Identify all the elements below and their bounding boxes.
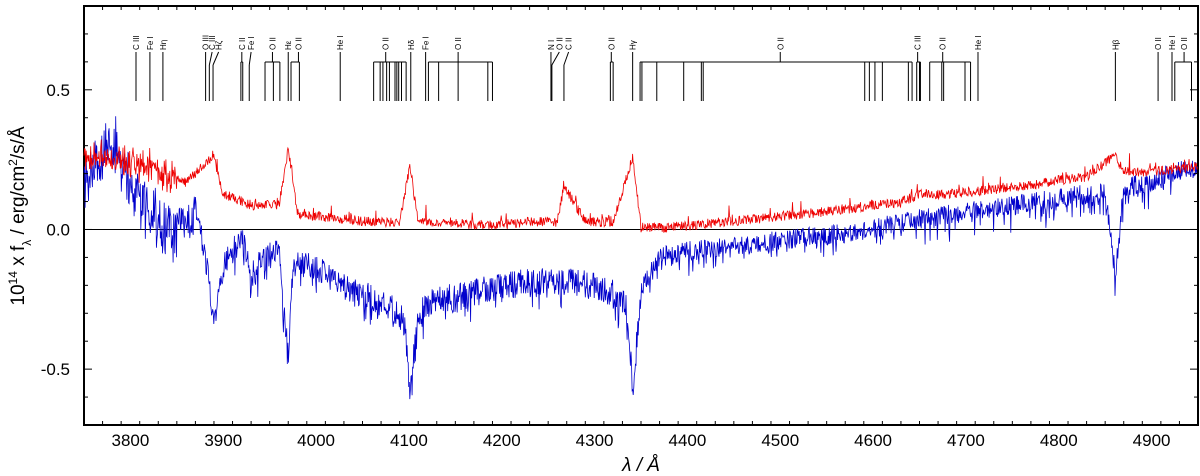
line-id-marker: O II bbox=[373, 37, 407, 101]
line-id-label: O II bbox=[776, 37, 785, 50]
line-id-label: C III bbox=[914, 35, 923, 50]
line-id-label: C III bbox=[132, 35, 141, 50]
line-id-label: O II bbox=[1154, 37, 1163, 50]
y-label-mid: x f bbox=[8, 245, 29, 271]
line-id-marker: He I bbox=[974, 35, 983, 101]
x-tick-label: 4600 bbox=[854, 431, 892, 450]
plot-frame bbox=[83, 5, 1199, 426]
line-id-label: N I bbox=[547, 40, 556, 50]
line-id-marker: C II bbox=[563, 38, 574, 101]
x-tick-label: 4700 bbox=[947, 431, 985, 450]
line-id-marker: Fe I bbox=[247, 36, 256, 101]
line-id-leader bbox=[208, 51, 213, 66]
y-label-prefix: 10 bbox=[8, 284, 29, 305]
line-id-label: O II bbox=[294, 37, 303, 50]
line-id-label: He I bbox=[974, 35, 983, 50]
y-label-exp1: 14 bbox=[6, 271, 20, 285]
line-id-label: O II bbox=[454, 37, 463, 50]
line-id-label: He I bbox=[336, 35, 345, 50]
line-id-label: Fe I bbox=[247, 36, 256, 50]
y-axis: 0.5 0.0 -0.5 bbox=[41, 5, 1198, 426]
x-tick-label: 4100 bbox=[390, 431, 428, 450]
y-tick-label: -0.5 bbox=[41, 360, 70, 379]
x-tick-label: 4300 bbox=[576, 431, 614, 450]
line-id-label: Hγ bbox=[629, 40, 638, 50]
line-id-marker: C III bbox=[132, 35, 141, 101]
line-id-label: Hε bbox=[284, 40, 293, 50]
line-id-marker: O II bbox=[607, 37, 616, 101]
y-label-sub: λ bbox=[20, 240, 34, 246]
line-id-label: Fe I bbox=[146, 36, 155, 50]
y-label-tail: /s/Å bbox=[8, 126, 29, 159]
line-id-label: O II bbox=[269, 37, 278, 50]
line-id-label: O II bbox=[939, 37, 948, 50]
line-id-marker: N I bbox=[547, 40, 556, 101]
x-tick-label: 4900 bbox=[1133, 431, 1171, 450]
line-id-marker: O II bbox=[264, 37, 281, 101]
x-tick-label: 4000 bbox=[297, 431, 335, 450]
line-id-label: O II bbox=[1180, 37, 1189, 50]
line-id-marker: Hζ bbox=[212, 40, 224, 101]
line-id-label: C II bbox=[565, 38, 574, 50]
line-id-marker: Hγ bbox=[629, 40, 638, 101]
line-id-marker: O II bbox=[427, 37, 493, 101]
line-id-leader bbox=[212, 51, 220, 66]
line-id-label: O II bbox=[607, 37, 616, 50]
line-id-leader bbox=[563, 51, 570, 66]
line-id-marker: C II bbox=[238, 38, 247, 101]
x-axis-label: λ / Å bbox=[621, 455, 660, 476]
line-id-label: C II bbox=[238, 38, 247, 50]
y-tick-label: 0.5 bbox=[46, 81, 70, 100]
line-id-label: Hδ bbox=[407, 39, 416, 50]
line-id-marker: He I bbox=[1168, 35, 1177, 101]
line-id-marker: Hδ bbox=[407, 39, 416, 101]
line-id-label: Hζ bbox=[215, 40, 224, 50]
x-axis: 3800 3900 4000 4100 4200 4300 4400 4500 4600 4700… bbox=[83, 6, 1199, 450]
line-id-marker: O III bbox=[202, 35, 211, 101]
line-id-marker: Fe I bbox=[422, 36, 431, 101]
line-id-marker: O II bbox=[551, 37, 564, 101]
line-id-label: O II bbox=[382, 37, 391, 50]
x-tick-label: 4800 bbox=[1040, 431, 1078, 450]
line-id-marker: Hε bbox=[284, 40, 293, 101]
y-tick-label: 0.0 bbox=[46, 220, 70, 239]
line-id-label: He I bbox=[1168, 35, 1177, 50]
line-id-leader bbox=[551, 51, 560, 66]
line-id-label: Fe I bbox=[422, 36, 431, 50]
line-id-marker: Fe I bbox=[146, 36, 155, 101]
line-id-marker: He I bbox=[336, 35, 345, 101]
line-id-marker: O II bbox=[290, 37, 303, 101]
line-id-label: C III bbox=[208, 35, 217, 50]
line-id-marker: O II bbox=[1154, 37, 1163, 101]
x-tick-label: 4200 bbox=[483, 431, 521, 450]
line-id-label: O III bbox=[202, 35, 211, 50]
y-label-unit: / erg/cm bbox=[8, 166, 29, 240]
line-id-marker: C III bbox=[914, 35, 923, 101]
y-label-exp2: 2 bbox=[6, 159, 20, 166]
x-tick-label: 3800 bbox=[112, 431, 150, 450]
line-id-leader bbox=[248, 51, 252, 66]
x-tick-label: 4400 bbox=[669, 431, 707, 450]
line-id-label: O II bbox=[555, 37, 564, 50]
x-tick-label: 4500 bbox=[761, 431, 799, 450]
series-red-line bbox=[83, 139, 1198, 233]
x-tick-label: 3900 bbox=[204, 431, 242, 450]
series-layer bbox=[83, 116, 1198, 400]
line-id-marker: O II bbox=[1174, 37, 1193, 101]
line-id-label: Hη bbox=[159, 40, 168, 50]
plot-area bbox=[83, 5, 1199, 426]
line-id-marker: C III bbox=[208, 35, 217, 101]
series-blue-line bbox=[83, 116, 1198, 400]
line-id-label: Hβ bbox=[1111, 39, 1120, 50]
y-axis-label: 1014 x fλ / erg/cm2/s/Å bbox=[6, 126, 34, 305]
line-id-marker: O II bbox=[929, 37, 972, 101]
line-id-marker: Hη bbox=[159, 40, 168, 101]
line-id-marker: Hβ bbox=[1111, 39, 1120, 101]
line-id-marker: O II bbox=[639, 37, 913, 101]
